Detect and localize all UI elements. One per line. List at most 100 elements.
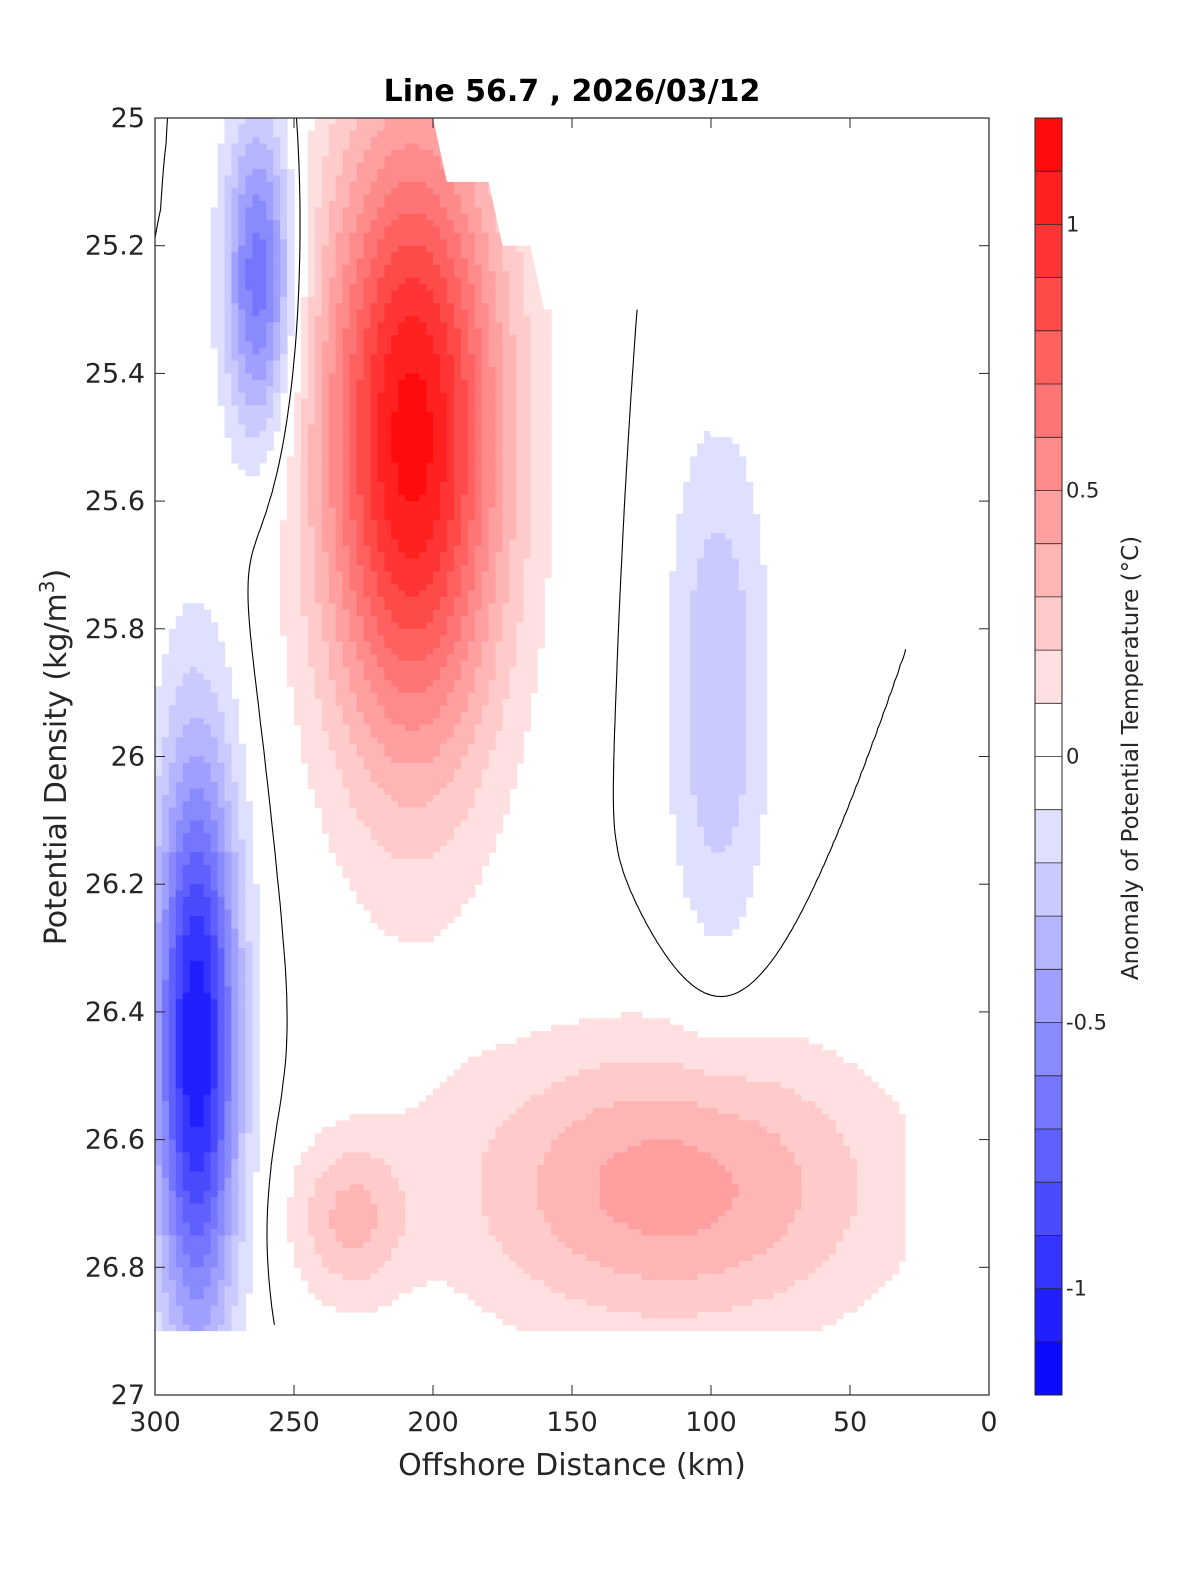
anomaly-cell — [474, 232, 490, 240]
anomaly-cell — [182, 673, 205, 681]
anomaly-cell — [203, 986, 212, 994]
anomaly-cell — [300, 475, 309, 483]
anomaly-cell — [280, 341, 288, 349]
anomaly-cell — [314, 692, 337, 700]
anomaly-cell — [182, 865, 212, 872]
anomaly-cell — [307, 424, 323, 432]
anomaly-cell — [377, 450, 392, 457]
anomaly-cell — [280, 322, 288, 330]
anomaly-cell — [238, 1056, 246, 1064]
anomaly-cell — [155, 1094, 163, 1102]
anomaly-cell — [182, 1209, 212, 1217]
anomaly-cell — [245, 1120, 253, 1128]
anomaly-cell — [349, 475, 358, 483]
anomaly-cell — [433, 520, 448, 528]
anomaly-cell — [210, 296, 226, 304]
anomaly-cell — [523, 577, 545, 585]
anomaly-cell — [287, 1222, 309, 1230]
anomaly-cell — [481, 411, 497, 419]
anomaly-cell — [245, 1235, 253, 1243]
anomaly-cell — [168, 1063, 177, 1070]
anomaly-cell — [780, 1139, 844, 1147]
anomaly-cell — [224, 1216, 232, 1224]
anomaly-cell — [467, 609, 476, 617]
anomaly-cell — [307, 175, 323, 183]
anomaly-cell — [224, 909, 232, 917]
anomaly-cell — [391, 794, 434, 802]
anomaly-cell — [224, 1063, 232, 1070]
anomaly-cell — [182, 986, 191, 994]
anomaly-cell — [808, 1273, 893, 1281]
anomaly-cell — [161, 858, 170, 866]
anomaly-cell — [280, 609, 302, 617]
anomaly-cell — [349, 628, 365, 636]
anomaly-cell — [509, 296, 524, 304]
anomaly-cell — [433, 341, 448, 349]
anomaly-cell — [530, 430, 552, 438]
anomaly-cell — [502, 475, 517, 483]
anomaly-cell — [530, 1094, 802, 1102]
anomaly-cell — [398, 935, 434, 943]
anomaly-cell — [280, 245, 288, 253]
anomaly-cell — [502, 609, 524, 617]
anomaly-cell — [210, 1241, 219, 1249]
anomaly-cell — [217, 1107, 226, 1115]
anomaly-cell — [231, 903, 239, 911]
anomaly-cell — [439, 373, 455, 381]
anomaly-cell — [335, 1305, 378, 1313]
anomaly-cell — [363, 526, 378, 534]
anomaly-cell — [217, 1177, 226, 1185]
anomaly-cell — [294, 1184, 316, 1192]
anomaly-cell — [474, 456, 483, 464]
colorbar-band — [1035, 1022, 1062, 1076]
anomaly-cell — [738, 1184, 802, 1192]
anomaly-cell — [245, 188, 274, 196]
anomaly-cell — [280, 296, 288, 304]
anomaly-cell — [161, 916, 170, 924]
anomaly-cell — [245, 175, 267, 183]
anomaly-cell — [419, 143, 455, 151]
anomaly-cell — [467, 814, 504, 821]
anomaly-cell — [155, 750, 163, 758]
anomaly-cell — [300, 373, 309, 381]
anomaly-cell — [488, 315, 497, 323]
anomaly-cell — [203, 1324, 219, 1332]
anomaly-cell — [460, 239, 476, 247]
anomaly-cell — [467, 309, 476, 317]
anomaly-cell — [231, 1248, 239, 1256]
anomaly-cell — [273, 335, 281, 343]
anomaly-cell — [370, 450, 378, 457]
anomaly-cell — [342, 162, 358, 170]
anomaly-cell — [391, 258, 434, 266]
anomaly-cell — [495, 590, 511, 598]
anomaly-cell — [161, 1203, 170, 1211]
anomaly-cell — [161, 1120, 170, 1128]
anomaly-cell — [203, 916, 212, 924]
anomaly-cell — [467, 456, 476, 464]
anomaly-cell — [495, 1043, 823, 1051]
anomaly-cell — [377, 526, 392, 534]
anomaly-cell — [224, 794, 239, 802]
anomaly-cell — [307, 226, 316, 234]
anomaly-cell — [690, 692, 747, 700]
anomaly-cell — [161, 769, 170, 777]
anomaly-cell — [175, 1056, 184, 1064]
y-axis-label-superscript: 3 — [35, 580, 59, 593]
anomaly-cell — [273, 264, 281, 272]
anomaly-cell — [314, 1177, 399, 1185]
anomaly-cell — [363, 513, 372, 521]
anomaly-cell — [307, 162, 323, 170]
anomaly-cell — [161, 1260, 170, 1268]
anomaly-cell — [328, 648, 344, 655]
anomaly-cell — [495, 437, 504, 445]
x-axis: 300 250 200 150 100 50 0 — [129, 118, 998, 1438]
anomaly-cell — [690, 762, 747, 770]
anomaly-cell — [155, 699, 177, 706]
anomaly-cell — [294, 1260, 323, 1268]
anomaly-cell — [502, 718, 531, 726]
anomaly-cell — [231, 149, 246, 157]
anomaly-cell — [294, 424, 302, 432]
anomaly-cell — [217, 801, 233, 809]
anomaly-cell — [690, 635, 747, 643]
anomaly-cell — [370, 430, 378, 438]
